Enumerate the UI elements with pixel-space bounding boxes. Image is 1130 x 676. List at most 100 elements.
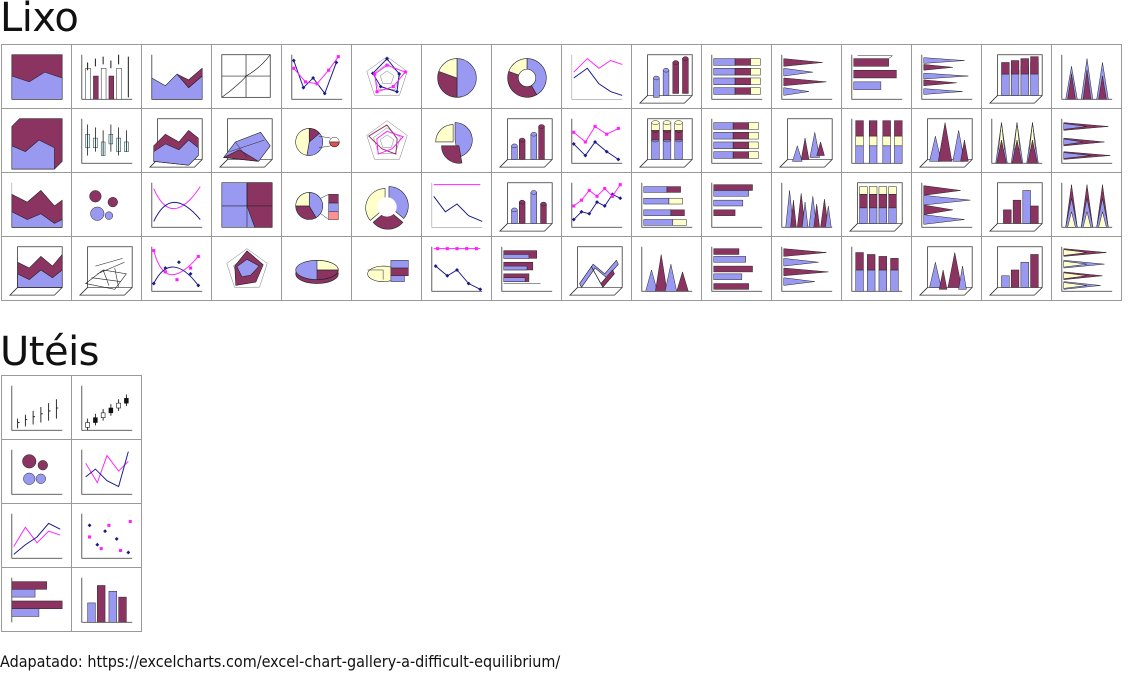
chart-type-thumbnail[interactable] <box>422 173 492 237</box>
chart-type-thumbnail[interactable] <box>422 237 492 301</box>
chart-type-thumbnail[interactable] <box>702 173 772 237</box>
bar-of-pie-icon <box>294 191 339 220</box>
chart-type-thumbnail[interactable] <box>142 109 212 173</box>
chart-type-thumbnail[interactable] <box>562 45 632 109</box>
chart-type-thumbnail[interactable] <box>912 173 982 237</box>
chart-type-thumbnail[interactable] <box>842 173 912 237</box>
chart-type-thumbnail[interactable] <box>632 109 702 173</box>
chart-type-thumbnail[interactable] <box>2 440 72 504</box>
chart-type-grid-lixo <box>1 44 1122 301</box>
chart-type-thumbnail[interactable] <box>352 237 422 301</box>
chart-type-thumbnail[interactable] <box>702 45 772 109</box>
chart-type-thumbnail[interactable] <box>352 173 422 237</box>
chart-type-thumbnail[interactable] <box>212 173 282 237</box>
cone-clustered-icon <box>780 182 832 228</box>
chart-type-thumbnail[interactable] <box>72 173 142 237</box>
chart-type-thumbnail[interactable] <box>562 173 632 237</box>
section-title-uteis: Utéis <box>0 329 100 375</box>
radar-filled-icon <box>226 247 267 287</box>
chart-type-thumbnail[interactable] <box>282 173 352 237</box>
stock-boxes-icon <box>80 118 132 164</box>
chart-type-thumbnail[interactable] <box>72 504 142 568</box>
pyramid-column-icon <box>640 246 692 292</box>
chart-type-thumbnail[interactable] <box>562 237 632 301</box>
chart-type-thumbnail[interactable] <box>772 109 842 173</box>
chart-type-thumbnail[interactable] <box>72 109 142 173</box>
chart-type-thumbnail[interactable] <box>702 237 772 301</box>
chart-type-thumbnail[interactable] <box>842 109 912 173</box>
chart-type-thumbnail[interactable] <box>912 237 982 301</box>
chart-type-thumbnail[interactable] <box>492 237 562 301</box>
doughnut-2d-icon <box>506 57 547 98</box>
chart-type-thumbnail[interactable] <box>982 173 1052 237</box>
line-icon <box>10 513 62 559</box>
bar-3d-stacked-icon <box>710 118 762 164</box>
chart-type-thumbnail[interactable] <box>1052 45 1122 109</box>
chart-type-thumbnail[interactable] <box>2 173 72 237</box>
source-caption: Adapatado: https://excelcharts.com/excel… <box>0 652 561 671</box>
chart-type-thumbnail[interactable] <box>982 45 1052 109</box>
chart-type-thumbnail[interactable] <box>72 376 142 440</box>
area-2d-icon <box>150 54 202 100</box>
chart-type-thumbnail[interactable] <box>352 45 422 109</box>
chart-type-thumbnail[interactable] <box>282 109 352 173</box>
column-3d-cubes-icon <box>988 245 1043 296</box>
chart-type-thumbnail[interactable] <box>2 376 72 440</box>
chart-type-thumbnail[interactable] <box>1052 173 1122 237</box>
cylinder-column-icon <box>498 181 553 232</box>
chart-type-thumbnail[interactable] <box>492 45 562 109</box>
line-markers-icon <box>570 118 622 164</box>
pie-3d-icon <box>294 259 339 284</box>
chart-type-thumbnail[interactable] <box>72 45 142 109</box>
area-3d-perspective-icon <box>148 117 203 168</box>
chart-type-thumbnail[interactable] <box>352 109 422 173</box>
bubble-2d-icon <box>88 189 118 221</box>
chart-type-thumbnail[interactable] <box>212 45 282 109</box>
chart-type-thumbnail[interactable] <box>2 568 72 632</box>
chart-type-thumbnail[interactable] <box>772 173 842 237</box>
chart-type-thumbnail[interactable] <box>912 109 982 173</box>
chart-type-thumbnail[interactable] <box>142 173 212 237</box>
chart-type-thumbnail[interactable] <box>1052 237 1122 301</box>
chart-type-thumbnail[interactable] <box>702 109 772 173</box>
scatter-smooth-icon <box>150 182 202 228</box>
area-stacked-alt-icon <box>11 182 62 228</box>
chart-type-thumbnail[interactable] <box>982 109 1052 173</box>
chart-type-thumbnail[interactable] <box>422 109 492 173</box>
pie-3d-exploded-icon <box>366 259 409 282</box>
chart-type-thumbnail[interactable] <box>282 45 352 109</box>
chart-type-thumbnail[interactable] <box>142 237 212 301</box>
section-title-lixo: Lixo <box>0 0 79 41</box>
chart-type-thumbnail[interactable] <box>142 45 212 109</box>
chart-type-thumbnail[interactable] <box>2 45 72 109</box>
chart-type-thumbnail[interactable] <box>982 237 1052 301</box>
chart-type-thumbnail[interactable] <box>282 237 352 301</box>
chart-type-thumbnail[interactable] <box>842 237 912 301</box>
chart-type-thumbnail[interactable] <box>1052 109 1122 173</box>
line-markers-flat-icon <box>430 246 482 292</box>
cone-bar-3d-icon <box>780 246 832 292</box>
column-stacked-100-icon <box>850 118 902 164</box>
cone-bar-clustered-icon <box>920 54 972 100</box>
chart-type-thumbnail[interactable] <box>2 504 72 568</box>
chart-type-thumbnail[interactable] <box>422 45 492 109</box>
chart-type-thumbnail[interactable] <box>632 173 702 237</box>
chart-type-thumbnail[interactable] <box>772 237 842 301</box>
chart-type-thumbnail[interactable] <box>912 45 982 109</box>
cone-column-icon <box>1060 54 1112 100</box>
chart-type-thumbnail[interactable] <box>2 237 72 301</box>
chart-type-thumbnail[interactable] <box>212 109 282 173</box>
chart-type-thumbnail[interactable] <box>632 237 702 301</box>
chart-type-thumbnail[interactable] <box>492 109 562 173</box>
chart-type-thumbnail[interactable] <box>772 45 842 109</box>
chart-type-thumbnail[interactable] <box>72 237 142 301</box>
chart-type-thumbnail[interactable] <box>212 237 282 301</box>
chart-type-thumbnail[interactable] <box>562 109 632 173</box>
chart-type-thumbnail[interactable] <box>492 173 562 237</box>
chart-type-thumbnail[interactable] <box>2 109 72 173</box>
chart-type-thumbnail[interactable] <box>72 568 142 632</box>
pyramid-bar-icon <box>920 182 972 228</box>
chart-type-thumbnail[interactable] <box>632 45 702 109</box>
chart-type-thumbnail[interactable] <box>842 45 912 109</box>
chart-type-thumbnail[interactable] <box>72 440 142 504</box>
